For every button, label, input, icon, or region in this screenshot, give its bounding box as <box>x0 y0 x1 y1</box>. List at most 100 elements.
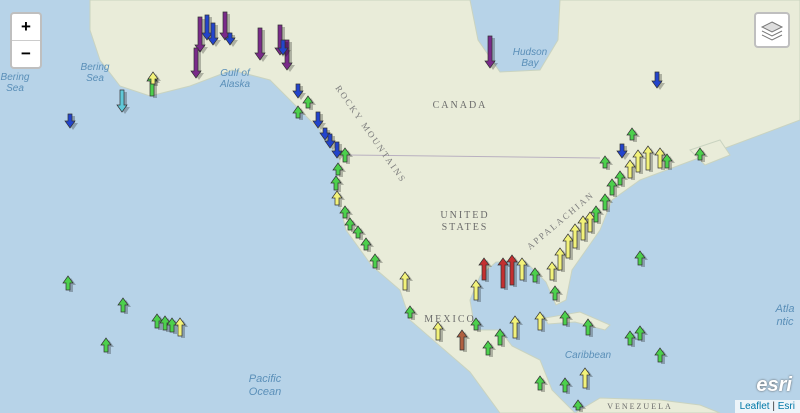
station-marker[interactable] <box>516 257 528 281</box>
station-marker[interactable] <box>484 35 496 69</box>
station-marker[interactable] <box>330 175 342 191</box>
station-marker[interactable] <box>470 317 482 331</box>
station-marker[interactable] <box>201 14 213 41</box>
station-marker[interactable] <box>331 190 343 206</box>
station-marker[interactable] <box>331 141 343 159</box>
station-marker[interactable] <box>624 330 636 346</box>
station-marker[interactable] <box>302 95 314 109</box>
station-marker[interactable] <box>64 113 76 129</box>
zoom-out-button[interactable]: − <box>21 44 31 63</box>
station-marker[interactable] <box>281 39 293 71</box>
zoom-in-button[interactable]: + <box>12 14 40 41</box>
station-marker[interactable] <box>590 205 602 223</box>
station-marker[interactable] <box>562 233 574 259</box>
station-marker[interactable] <box>654 347 666 363</box>
station-marker[interactable] <box>534 375 546 391</box>
station-marker[interactable] <box>159 315 171 331</box>
marker-shadow <box>510 257 520 287</box>
station-marker[interactable] <box>509 315 521 339</box>
marker-shadow <box>296 108 306 120</box>
station-marker[interactable] <box>572 399 584 411</box>
station-marker[interactable] <box>324 133 336 149</box>
station-marker[interactable] <box>312 111 324 129</box>
station-marker[interactable] <box>694 147 706 161</box>
marker-shadow <box>285 42 295 72</box>
station-marker[interactable] <box>147 71 159 85</box>
station-marker[interactable] <box>554 247 566 271</box>
station-marker[interactable] <box>482 340 494 356</box>
sea-label: Hudson Bay <box>513 47 548 69</box>
marker-shadow <box>194 50 204 80</box>
station-marker[interactable] <box>626 127 638 141</box>
station-marker[interactable] <box>332 162 344 176</box>
station-marker[interactable] <box>456 329 468 351</box>
sea-label: Gulf of Alaska <box>219 68 251 90</box>
station-marker[interactable] <box>506 254 518 286</box>
station-marker[interactable] <box>116 89 128 113</box>
station-marker[interactable] <box>599 155 611 169</box>
station-marker[interactable] <box>616 143 628 159</box>
station-marker[interactable] <box>634 250 646 266</box>
station-marker[interactable] <box>642 145 654 171</box>
station-marker[interactable] <box>549 285 561 301</box>
station-marker[interactable] <box>634 325 646 341</box>
station-marker[interactable] <box>344 217 356 231</box>
station-marker[interactable] <box>546 261 558 281</box>
layers-button[interactable] <box>754 12 790 48</box>
station-marker[interactable] <box>534 311 546 331</box>
station-marker[interactable] <box>559 377 571 393</box>
station-marker[interactable] <box>254 27 266 61</box>
esri-link[interactable]: Esri <box>777 401 795 412</box>
station-marker[interactable] <box>559 310 571 326</box>
marker-shadow <box>501 260 511 290</box>
station-marker[interactable] <box>194 16 206 53</box>
station-marker[interactable] <box>497 257 509 289</box>
station-marker[interactable] <box>292 83 304 99</box>
station-marker[interactable] <box>219 11 231 41</box>
station-marker[interactable] <box>478 257 490 281</box>
station-marker[interactable] <box>661 153 673 169</box>
station-marker[interactable] <box>117 297 129 313</box>
station-marker[interactable] <box>654 147 666 169</box>
station-marker[interactable] <box>584 211 596 233</box>
station-marker[interactable] <box>582 318 594 336</box>
station-marker[interactable] <box>224 32 236 46</box>
station-marker[interactable] <box>614 170 626 186</box>
station-marker[interactable] <box>404 305 416 319</box>
station-marker[interactable] <box>277 39 289 56</box>
station-marker[interactable] <box>151 313 163 329</box>
station-marker[interactable] <box>529 267 541 283</box>
station-marker[interactable] <box>369 253 381 269</box>
marker-shadow <box>356 228 366 240</box>
country-label: VENEZUELA <box>607 402 673 411</box>
station-marker[interactable] <box>190 47 202 79</box>
station-marker[interactable] <box>292 105 304 119</box>
station-marker[interactable] <box>319 127 331 141</box>
leaflet-link[interactable]: Leaflet <box>739 401 770 412</box>
station-marker[interactable] <box>432 321 444 341</box>
station-marker[interactable] <box>207 22 219 46</box>
station-marker[interactable] <box>624 159 636 179</box>
station-marker[interactable] <box>166 317 178 333</box>
station-marker[interactable] <box>339 147 351 163</box>
station-marker[interactable] <box>494 328 506 346</box>
station-marker[interactable] <box>579 367 591 389</box>
station-marker[interactable] <box>632 149 644 173</box>
station-marker[interactable] <box>569 223 581 249</box>
station-marker[interactable] <box>339 205 351 219</box>
station-marker[interactable] <box>62 275 74 291</box>
station-marker[interactable] <box>577 215 589 241</box>
station-marker[interactable] <box>606 178 618 196</box>
station-marker[interactable] <box>174 317 186 337</box>
station-marker[interactable] <box>651 71 663 89</box>
station-marker[interactable] <box>599 193 611 211</box>
station-marker[interactable] <box>100 337 112 353</box>
station-marker[interactable] <box>360 237 372 251</box>
station-marker[interactable] <box>352 225 364 239</box>
markers <box>62 11 708 412</box>
marker-shadow <box>474 320 484 332</box>
station-marker[interactable] <box>470 279 482 301</box>
country-label: UNITED STATES <box>440 210 489 233</box>
station-marker[interactable] <box>399 271 411 291</box>
